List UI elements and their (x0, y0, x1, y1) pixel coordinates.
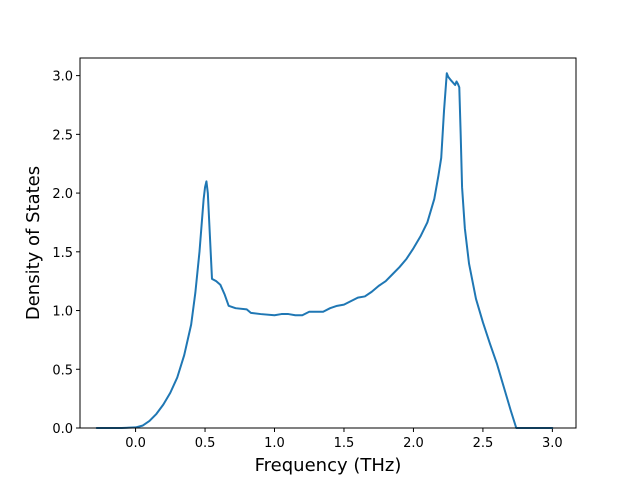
x-tick-label: 2.0 (403, 436, 424, 451)
plot-area-background (80, 58, 576, 428)
y-tick-label: 3.0 (52, 70, 73, 85)
y-axis-label: Density of States (23, 166, 44, 320)
x-tick-label: 1.5 (334, 436, 355, 451)
x-tick-label: 0.0 (125, 436, 146, 451)
series-line (95, 72, 554, 429)
x-axis-label: Frequency (THz) (255, 455, 402, 476)
y-tick-label: 2.5 (52, 128, 73, 143)
y-axis-ticks: 0.0 0.5 1.0 1.5 2.0 2.5 3.0 (52, 70, 80, 437)
x-axis-ticks: 0.0 0.5 1.0 1.5 2.0 2.5 3.0 (125, 428, 563, 451)
y-tick-label: 0.5 (52, 363, 73, 378)
y-tick-label: 2.0 (52, 187, 73, 202)
y-tick-label: 1.0 (52, 305, 73, 320)
x-tick-label: 3.0 (542, 436, 563, 451)
y-tick-label: 0.0 (52, 422, 73, 437)
plot-frame (79, 57, 577, 429)
x-tick-label: 0.5 (195, 436, 216, 451)
x-tick-label: 2.5 (473, 436, 494, 451)
x-tick-label: 1.0 (264, 436, 285, 451)
y-tick-label: 1.5 (52, 246, 73, 261)
